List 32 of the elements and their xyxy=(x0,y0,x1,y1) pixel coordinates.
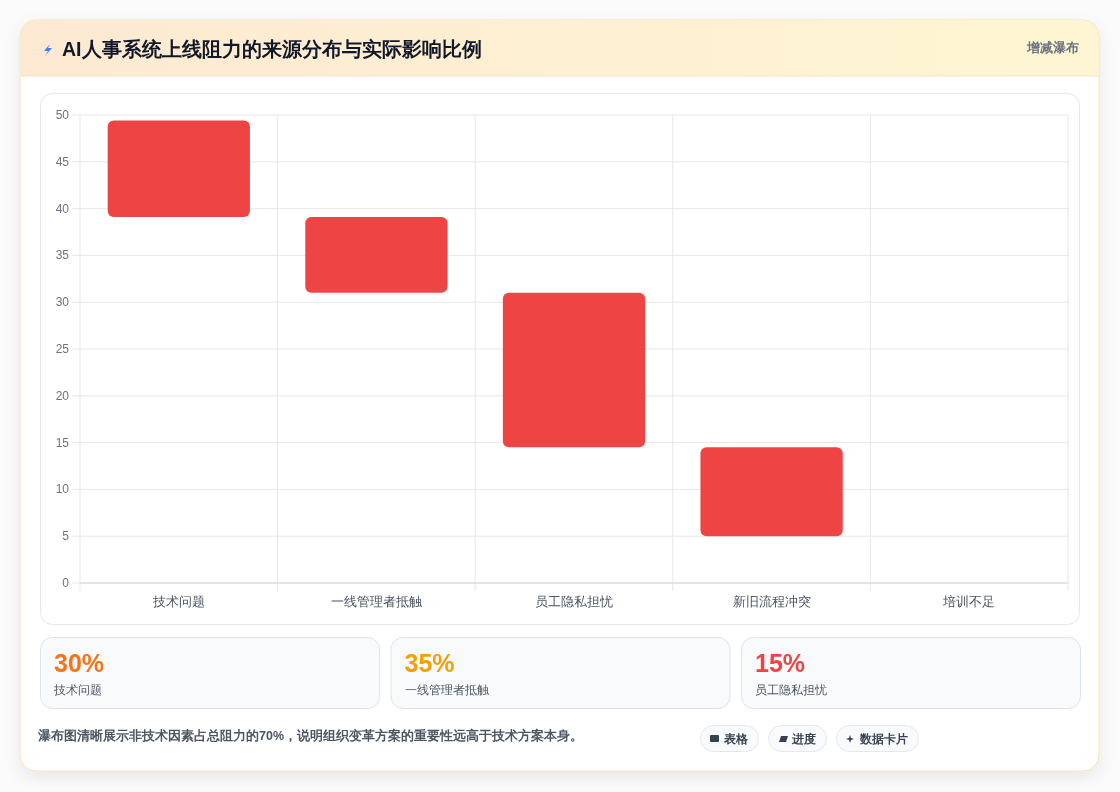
text: 一线管理者抵触 xyxy=(404,683,489,697)
x-tick-label: 技术问题 xyxy=(151,594,205,609)
text: 进度 xyxy=(791,732,816,745)
text: 数据卡片 xyxy=(859,732,908,746)
text: 表格 xyxy=(723,732,749,745)
text: 15% xyxy=(755,649,806,677)
y-tick-label: 45 xyxy=(55,154,70,169)
y-tick-label: 20 xyxy=(55,388,70,403)
x-tick-label: 员工隐私担忧 xyxy=(535,594,613,609)
text: 员工隐私担忧 xyxy=(755,683,827,697)
text: 35% xyxy=(404,649,455,677)
y-tick-label: 0 xyxy=(62,576,70,590)
text: 30% xyxy=(54,649,105,677)
x-tick-label: 一线管理者抵触 xyxy=(330,594,422,609)
y-tick-label: 35 xyxy=(55,248,70,263)
y-tick-label: 25 xyxy=(55,342,70,356)
x-tick-label: 培训不足 xyxy=(942,594,996,609)
x-tick-label: 新旧流程冲突 xyxy=(732,594,811,609)
bar xyxy=(502,292,646,448)
bar xyxy=(700,447,843,537)
text: 技术问题 xyxy=(53,683,102,697)
y-tick-label: 50 xyxy=(55,108,70,122)
y-tick-label: 40 xyxy=(55,201,70,216)
bar xyxy=(305,217,448,293)
y-tick-label: 15 xyxy=(55,435,70,450)
y-tick-label: 5 xyxy=(62,529,70,544)
y-tick-label: 30 xyxy=(55,295,70,310)
chart-subtitle: 增减瀑布 xyxy=(1026,40,1079,55)
chart-title: AI人事系统上线阻力的来源分布与实际影响比例 xyxy=(62,38,482,60)
y-tick-label: 10 xyxy=(55,482,70,497)
text: 瀑布图清晰展示非技术因素占总阻力的70%，说明组织变革方案的重要性远高于技术方案本身。 xyxy=(37,728,584,743)
bar xyxy=(107,120,250,218)
